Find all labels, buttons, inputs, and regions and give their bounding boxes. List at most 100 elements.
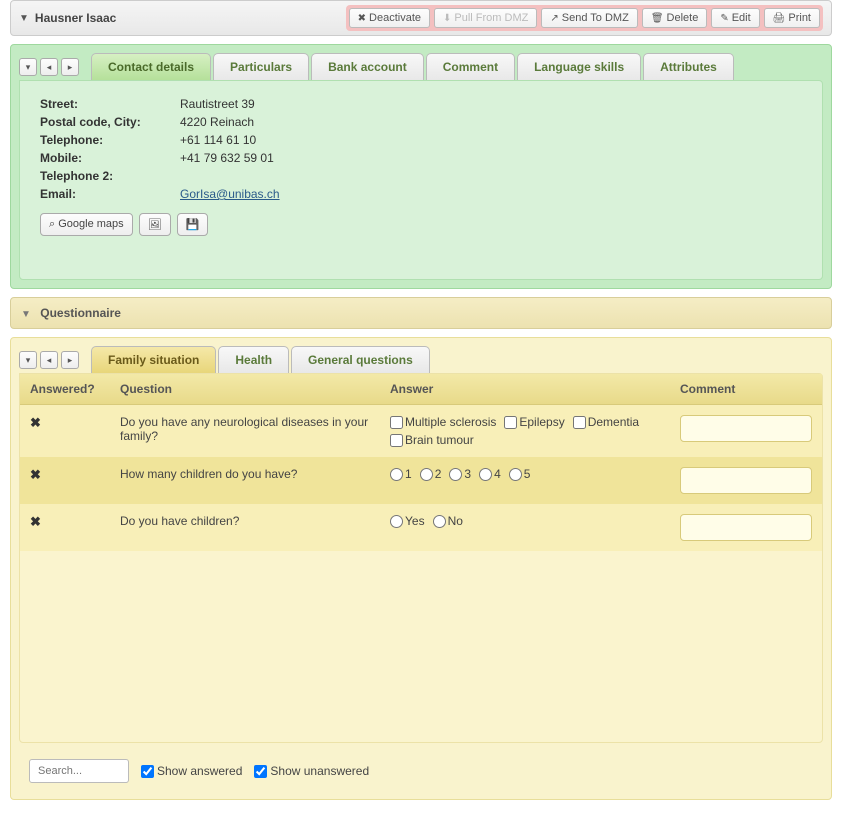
- external-icon: ↗: [550, 13, 558, 24]
- telephone-label: Telephone:: [40, 133, 180, 147]
- opt-label: 2: [435, 467, 442, 481]
- street-value: Rautistreet 39: [180, 97, 255, 111]
- tab-nav-buttons: ▾ ◂ ▸: [19, 58, 79, 76]
- opt-multiple-sclerosis[interactable]: [390, 416, 403, 429]
- print-button[interactable]: 🖨Print: [764, 8, 820, 28]
- questionnaire-header: ▼ Questionnaire: [10, 297, 832, 329]
- label: Edit: [732, 12, 751, 24]
- question-text: Do you have any neurological diseases in…: [110, 405, 380, 458]
- answer-options: Yes No: [390, 514, 660, 528]
- unanswered-icon: ✖: [30, 467, 41, 482]
- opt-brain-tumour[interactable]: [390, 434, 403, 447]
- delete-button[interactable]: 🗑Delete: [642, 8, 708, 28]
- print-icon: 🖨: [773, 13, 786, 24]
- comment-input[interactable]: [680, 415, 812, 442]
- unanswered-icon: ✖: [30, 415, 41, 430]
- postal-value: 4220 Reinach: [180, 115, 254, 129]
- label: Send To DMZ: [562, 12, 629, 24]
- opt-label: Multiple sclerosis: [405, 415, 496, 429]
- opt-label: Dementia: [588, 415, 639, 429]
- label: Pull From DMZ: [454, 12, 528, 24]
- tab-bank-account[interactable]: Bank account: [311, 53, 424, 80]
- opt-dementia[interactable]: [573, 416, 586, 429]
- q-tab-next-button[interactable]: ▸: [61, 351, 79, 369]
- questionnaire-tabs: Family situation Health General question…: [91, 346, 430, 373]
- q-tab-prev-button[interactable]: ◂: [40, 351, 58, 369]
- trash-icon: 🗑: [651, 13, 664, 24]
- tab-comment[interactable]: Comment: [426, 53, 515, 80]
- person-name: Hausner Isaac: [35, 11, 346, 25]
- label: Delete: [667, 12, 699, 24]
- collapse-icon[interactable]: ▼: [21, 309, 31, 320]
- q-tab-dropdown-button[interactable]: ▾: [19, 351, 37, 369]
- show-answered-checkbox[interactable]: [141, 765, 154, 778]
- save-button[interactable]: 💾: [177, 213, 209, 236]
- contact-panel: ▾ ◂ ▸ Contact details Particulars Bank a…: [10, 44, 832, 289]
- tab-language-skills[interactable]: Language skills: [517, 53, 641, 80]
- tab-family-situation[interactable]: Family situation: [91, 346, 216, 373]
- tab-contact-details[interactable]: Contact details: [91, 53, 211, 80]
- tab-dropdown-button[interactable]: ▾: [19, 58, 37, 76]
- show-unanswered-checkbox[interactable]: [254, 765, 267, 778]
- comment-input[interactable]: [680, 467, 812, 494]
- tab-health[interactable]: Health: [218, 346, 289, 373]
- questionnaire-footer: Show answered Show unanswered: [19, 751, 823, 791]
- disk-icon: 💾: [186, 219, 200, 231]
- opt-no[interactable]: [433, 515, 446, 528]
- opt-4[interactable]: [479, 468, 492, 481]
- col-answer: Answer: [380, 374, 670, 405]
- opt-epilepsy[interactable]: [504, 416, 517, 429]
- tab-particulars[interactable]: Particulars: [213, 53, 309, 80]
- opt-yes[interactable]: [390, 515, 403, 528]
- pencil-icon: ✎: [720, 13, 728, 24]
- image-button[interactable]: 🖼: [139, 213, 171, 236]
- mobile-value: +41 79 632 59 01: [180, 151, 274, 165]
- opt-label: Epilepsy: [519, 415, 564, 429]
- label: Google maps: [58, 218, 123, 230]
- question-text: How many children do you have?: [110, 457, 380, 504]
- x-icon: ✖: [358, 13, 366, 24]
- tab-prev-button[interactable]: ◂: [40, 58, 58, 76]
- q-tab-nav-buttons: ▾ ◂ ▸: [19, 351, 79, 369]
- send-to-dmz-button[interactable]: ↗ Send To DMZ: [541, 8, 637, 28]
- opt-5[interactable]: [509, 468, 522, 481]
- unanswered-icon: ✖: [30, 514, 41, 529]
- questionnaire-title: Questionnaire: [40, 306, 121, 320]
- street-label: Street:: [40, 97, 180, 111]
- col-comment: Comment: [670, 374, 822, 405]
- opt-1[interactable]: [390, 468, 403, 481]
- opt-label: No: [448, 514, 463, 528]
- search-input[interactable]: [29, 759, 129, 783]
- comment-input[interactable]: [680, 514, 812, 541]
- question-text: Do you have children?: [110, 504, 380, 551]
- tab-next-button[interactable]: ▸: [61, 58, 79, 76]
- col-question: Question: [110, 374, 380, 405]
- edit-button[interactable]: ✎ Edit: [711, 8, 759, 28]
- opt-3[interactable]: [449, 468, 462, 481]
- pull-from-dmz-button: ⬇Pull From DMZ: [434, 8, 537, 28]
- contact-details-body: Street:Rautistreet 39 Postal code, City:…: [19, 80, 823, 280]
- col-answered: Answered?: [20, 374, 110, 405]
- opt-label: Brain tumour: [405, 433, 474, 447]
- mobile-label: Mobile:: [40, 151, 180, 165]
- opt-label: 3: [464, 467, 471, 481]
- google-maps-button[interactable]: ⌕ Google maps: [40, 213, 133, 236]
- opt-2[interactable]: [420, 468, 433, 481]
- question-row: ✖ How many children do you have? 1 2 3 4…: [20, 457, 822, 504]
- answer-options: Multiple sclerosis Epilepsy Dementia Bra…: [390, 415, 660, 447]
- email-link[interactable]: GorIsa@unibas.ch: [180, 187, 280, 201]
- email-label: Email:: [40, 187, 180, 201]
- collapse-icon[interactable]: ▼: [19, 13, 29, 24]
- answer-options: 1 2 3 4 5: [390, 467, 660, 481]
- opt-label: 1: [405, 467, 412, 481]
- deactivate-button[interactable]: ✖Deactivate: [349, 8, 430, 28]
- postal-label: Postal code, City:: [40, 115, 180, 129]
- telephone-value: +61 114 61 10: [180, 133, 256, 147]
- tab-attributes[interactable]: Attributes: [643, 53, 734, 80]
- label: Print: [788, 12, 811, 24]
- label: Show answered: [157, 764, 242, 778]
- question-row: ✖ Do you have any neurological diseases …: [20, 405, 822, 458]
- telephone2-label: Telephone 2:: [40, 169, 180, 183]
- tab-general-questions[interactable]: General questions: [291, 346, 430, 373]
- questionnaire-table: Answered? Question Answer Comment ✖ Do y…: [20, 374, 822, 551]
